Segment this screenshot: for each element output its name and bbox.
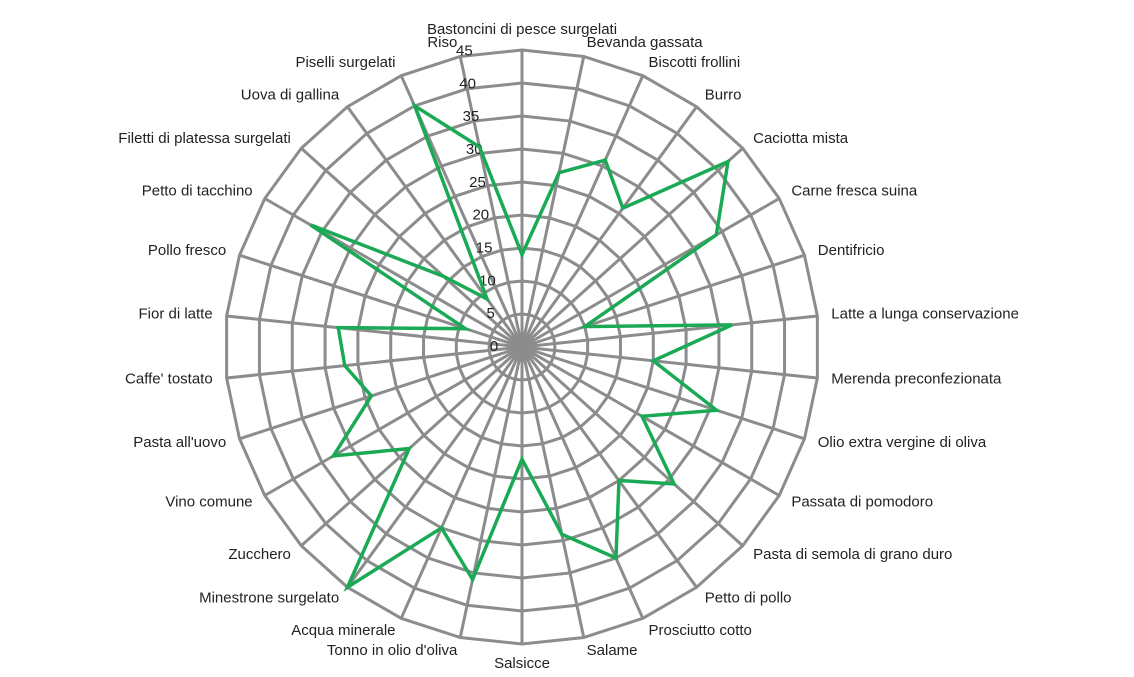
category-label: Petto di tacchino bbox=[142, 182, 253, 199]
category-label: Prosciutto cotto bbox=[648, 622, 751, 639]
r-tick-label: 25 bbox=[469, 174, 486, 191]
spoke bbox=[346, 105, 524, 348]
category-label: Petto di pollo bbox=[705, 590, 792, 607]
category-label: Caffe' tostato bbox=[125, 370, 213, 387]
category-label: Pasta all'uovo bbox=[133, 434, 226, 451]
category-label: Vino comune bbox=[165, 493, 252, 510]
category-label: Pollo fresco bbox=[148, 242, 226, 259]
spoke bbox=[458, 346, 524, 638]
category-label: Riso bbox=[427, 34, 457, 51]
category-label: Biscotti frollini bbox=[648, 54, 740, 71]
category-label: Caciotta mista bbox=[753, 130, 849, 147]
category-label: Zucchero bbox=[228, 546, 291, 563]
category-label: Bevanda gassata bbox=[587, 34, 704, 51]
category-label: Filetti di platessa surgelati bbox=[118, 130, 291, 147]
category-label: Burro bbox=[705, 86, 742, 103]
spoke bbox=[520, 56, 586, 348]
r-tick-label: 5 bbox=[487, 305, 495, 322]
category-label: Salsicce bbox=[494, 655, 550, 672]
category-label: Bastoncini di pesce surgelati bbox=[427, 21, 617, 38]
series-line bbox=[309, 101, 733, 592]
spoke bbox=[520, 346, 698, 589]
r-tick-label: 20 bbox=[472, 207, 489, 224]
spoke bbox=[300, 147, 524, 349]
category-label: Piselli surgelati bbox=[295, 54, 395, 71]
spoke bbox=[300, 345, 524, 547]
spoke bbox=[226, 345, 523, 380]
category-label: Minestrone surgelato bbox=[199, 590, 339, 607]
r-tick-label: 35 bbox=[463, 108, 480, 125]
spoke bbox=[521, 314, 818, 349]
spoke bbox=[520, 75, 645, 348]
spoke bbox=[264, 197, 523, 349]
spoke bbox=[458, 56, 524, 348]
category-label: Tonno in olio d'oliva bbox=[327, 642, 458, 659]
spoke bbox=[521, 345, 818, 380]
category-label: Uova di gallina bbox=[241, 86, 340, 103]
spoke bbox=[520, 346, 586, 638]
r-tick-label: 40 bbox=[459, 75, 476, 92]
category-label: Acqua minerale bbox=[291, 622, 395, 639]
category-label: Fior di latte bbox=[139, 305, 213, 322]
spoke bbox=[521, 345, 805, 441]
category-label: Olio extra vergine di oliva bbox=[818, 434, 987, 451]
spoke bbox=[521, 345, 780, 497]
r-tick-label: 45 bbox=[456, 42, 473, 59]
category-label: Merenda preconfezionata bbox=[831, 370, 1002, 387]
category-label: Salame bbox=[587, 642, 638, 659]
spoke bbox=[264, 345, 523, 497]
category-label: Dentifricio bbox=[818, 242, 885, 259]
category-label: Passata di pomodoro bbox=[791, 493, 933, 510]
category-label: Carne fresca suina bbox=[791, 182, 918, 199]
r-tick-label: 0 bbox=[490, 338, 498, 355]
spoke bbox=[226, 314, 523, 349]
spoke bbox=[346, 346, 524, 589]
r-tick-label: 15 bbox=[476, 239, 493, 256]
spoke bbox=[521, 253, 805, 349]
spoke bbox=[521, 197, 780, 349]
spoke bbox=[520, 105, 698, 348]
spoke bbox=[520, 147, 744, 349]
spoke bbox=[239, 253, 523, 349]
category-label: Pasta di semola di grano duro bbox=[753, 546, 952, 563]
spoke bbox=[520, 346, 645, 619]
spoke bbox=[520, 345, 744, 547]
spoke bbox=[399, 346, 524, 619]
category-label: Latte a lunga conservazione bbox=[831, 305, 1019, 322]
spoke bbox=[239, 345, 523, 441]
